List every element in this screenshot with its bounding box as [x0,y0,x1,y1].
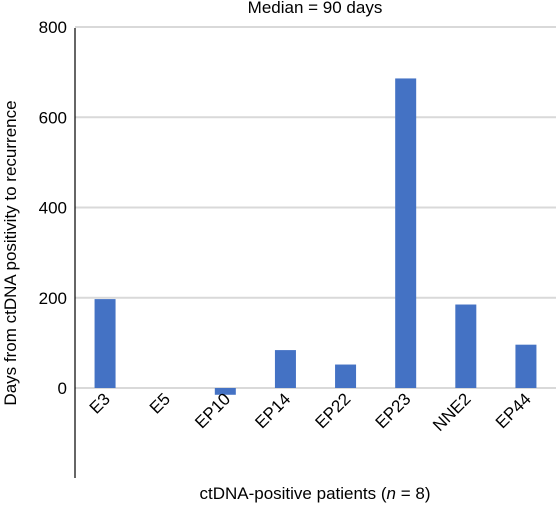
y-tick-label: 200 [39,289,67,308]
x-axis-title-suffix: = 8) [396,484,431,503]
gridlines [75,26,556,389]
chart-title: Median = 90 days [248,0,383,17]
x-category-label: E3 [86,389,114,417]
bar-ep44 [515,344,537,388]
bar-ep10 [214,388,236,395]
x-category-label: EP14 [251,389,294,432]
y-axis-ticks: 0 200 400 600 800 [39,18,67,398]
y-tick-label: 800 [39,18,67,37]
x-axis-title-prefix: ctDNA-positive patients ( [199,484,386,503]
x-category-label: NNE2 [429,389,475,435]
x-category-label: EP10 [191,389,234,432]
x-axis-title: ctDNA-positive patients (n = 8) [199,484,430,503]
bar-ep23 [395,78,417,388]
x-axis-title-n: n [387,484,396,503]
x-axis-labels: E3 E5 EP10 EP14 EP22 EP23 NNE2 EP44 [86,389,535,435]
bar-ep22 [335,364,357,388]
bar-nne2 [455,304,477,388]
x-category-label: EP23 [372,389,415,432]
y-tick-label: 600 [39,108,67,127]
x-category-label: EP22 [312,389,355,432]
y-tick-label: 400 [39,199,67,218]
bars [94,78,537,395]
y-axis-title: Days from ctDNA positivity to recurrence [1,100,20,405]
x-category-label: E5 [146,389,174,417]
y-tick-label: 0 [58,379,67,398]
x-category-label: EP44 [492,389,535,432]
bar-e3 [94,299,116,388]
bar-ep14 [274,350,296,388]
